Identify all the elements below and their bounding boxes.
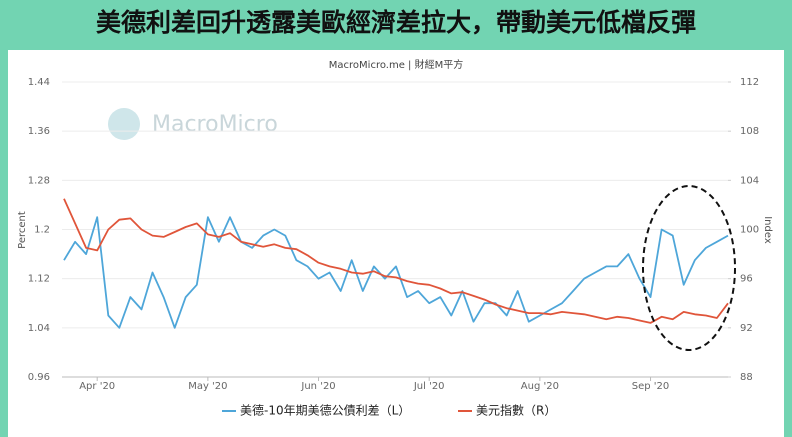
y-tick-label: 1.04 <box>28 323 50 334</box>
x-tick-label: Sep '20 <box>632 381 670 392</box>
watermark: MacroMicro <box>152 112 278 137</box>
y2-axis-title: Index <box>762 216 773 244</box>
y-tick-label: 0.96 <box>28 372 50 383</box>
legend-label[interactable]: 美德-10年期美德公債利差（L） <box>240 403 410 418</box>
y-axis-title: Percent <box>17 211 28 249</box>
y-tick-label: 1.44 <box>28 77 50 88</box>
x-tick-label: May '20 <box>188 381 227 392</box>
x-tick-label: Aug '20 <box>521 381 559 392</box>
y-tick-label: 1.12 <box>28 274 50 285</box>
series-line <box>63 216 729 329</box>
legend-label[interactable]: 美元指數（R） <box>476 403 556 418</box>
plot-panel <box>8 50 784 437</box>
x-tick-label: Jun '20 <box>300 381 335 392</box>
y2-tick-label: 100 <box>740 225 759 236</box>
source: MacroMicro.me | 財經M平方 <box>329 58 463 71</box>
x-tick-label: Apr '20 <box>79 381 115 392</box>
y-tick-label: 1.28 <box>28 175 50 186</box>
y2-tick-label: 88 <box>740 372 753 383</box>
y2-tick-label: 112 <box>740 77 759 88</box>
y-tick-label: 1.2 <box>34 225 50 236</box>
x-tick-label: Jul '20 <box>413 381 445 392</box>
y2-tick-label: 92 <box>740 323 753 334</box>
watermark-logo <box>108 108 140 140</box>
chart-title: 美德利差回升透露美歐經濟差拉大，帶動美元低檔反彈 <box>96 8 696 37</box>
y-tick-label: 1.36 <box>28 126 50 137</box>
y2-tick-label: 104 <box>740 175 759 186</box>
series-line <box>63 198 729 324</box>
highlight-ellipse <box>642 185 736 351</box>
y2-tick-label: 108 <box>740 126 759 137</box>
y2-tick-label: 96 <box>740 274 753 285</box>
